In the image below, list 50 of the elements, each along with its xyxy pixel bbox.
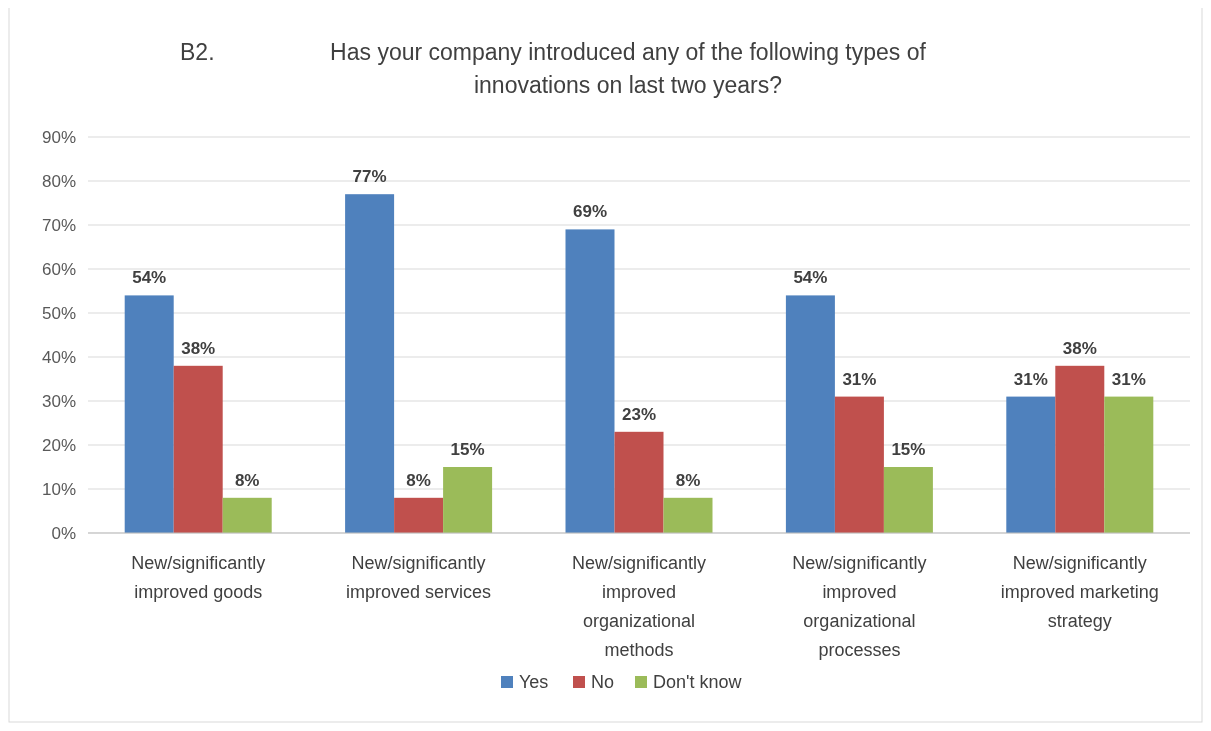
data-label: 38%: [1062, 338, 1097, 358]
bar: [222, 497, 272, 533]
y-tick-label: 60%: [41, 260, 76, 279]
data-label: 69%: [572, 202, 608, 222]
data-label: 38%: [181, 338, 216, 358]
bar: [443, 467, 493, 533]
data-label: 8%: [675, 470, 701, 490]
bar: [173, 365, 223, 533]
data-label: 77%: [352, 167, 387, 187]
data-label: 54%: [793, 268, 828, 288]
data-label: 15%: [450, 440, 485, 459]
bar: [1055, 365, 1105, 533]
y-tick-label: 30%: [41, 392, 76, 411]
x-tick-label: New/significantly improved marketing strategy: [1000, 553, 1159, 631]
text: B2.: [180, 39, 215, 65]
bar: [1006, 396, 1056, 533]
legend-label: Yes: [519, 672, 549, 692]
data-label: 8%: [234, 470, 260, 490]
chart-title: Has your company introduced any of the following types of innovations on last two years?: [330, 39, 927, 98]
bar: [394, 497, 444, 533]
x-tick-label: New/significantly improved organizational processes: [792, 553, 927, 660]
data-label: 8%: [406, 470, 431, 490]
bar: [565, 229, 615, 533]
y-tick-label: 40%: [41, 348, 76, 367]
x-tick-label: New/significantly improved services: [346, 553, 492, 602]
legend-label: Don't know: [653, 672, 743, 692]
y-tick-label: 90%: [41, 128, 76, 147]
bar: [663, 497, 713, 533]
y-tick-label: 20%: [41, 436, 76, 455]
y-tick-label: 80%: [41, 172, 76, 191]
data-label: 31%: [1013, 369, 1048, 389]
bar: [883, 467, 933, 533]
x-tick-label: New/significantly improved organizational methods: [571, 553, 707, 660]
data-label: 15%: [891, 440, 926, 459]
data-label: 54%: [132, 268, 167, 288]
y-tick-label: 0%: [51, 524, 76, 543]
bar: [834, 396, 884, 533]
bar: [345, 194, 395, 533]
bar: [1104, 396, 1154, 533]
data-label: 23%: [621, 404, 657, 424]
x-tick-label: New/significantly improved goods: [131, 553, 266, 602]
data-label: 31%: [1111, 369, 1146, 389]
y-tick-label: 10%: [41, 480, 76, 499]
bar: [124, 295, 174, 533]
bar: [614, 431, 664, 533]
bar: [785, 295, 835, 533]
y-tick-label: 70%: [41, 216, 76, 235]
data-label: 31%: [842, 369, 877, 389]
y-tick-label: 50%: [41, 304, 76, 323]
legend-label: No: [591, 672, 615, 692]
